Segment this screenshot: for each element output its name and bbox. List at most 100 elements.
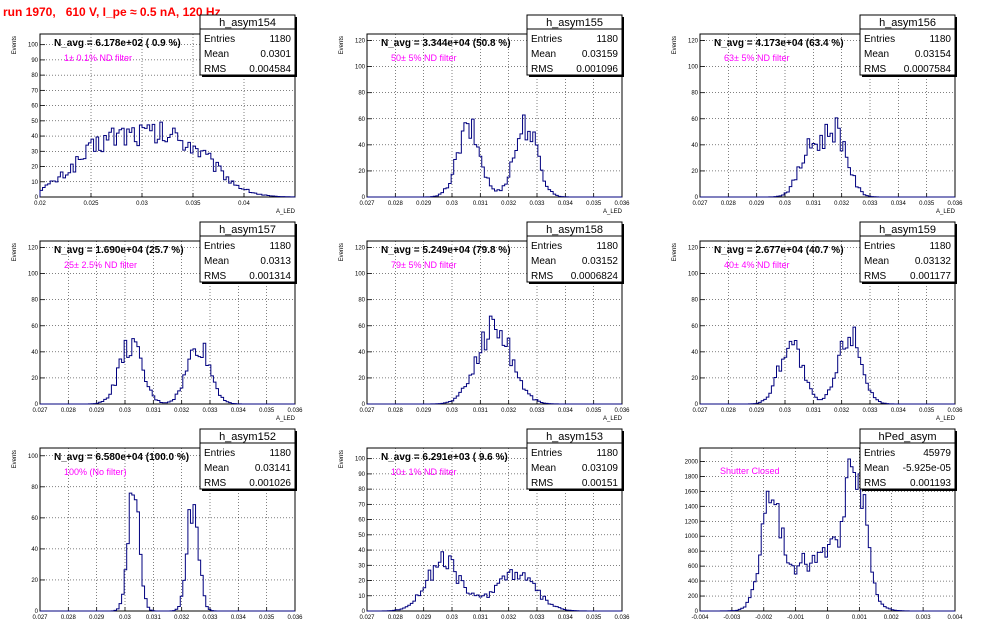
n-avg-label: N_avg = 1.690e+04 (25.7 %) xyxy=(54,245,184,256)
x-tick-label: 0.002 xyxy=(884,615,900,621)
x-tick-label: 0.036 xyxy=(614,408,630,414)
filter-label: 50± 5% ND filter xyxy=(391,53,456,63)
y-tick-label: 0 xyxy=(362,402,366,408)
stat-label: Entries xyxy=(531,241,562,252)
x-tick-label: 0.029 xyxy=(89,408,105,414)
x-tick-label: 0.027 xyxy=(692,408,708,414)
stats-box: h_asym156 Entries 1180 Mean 0.03154 RMS 0.0007… xyxy=(859,14,957,77)
histogram-name: h_asym156 xyxy=(879,17,936,29)
x-axis-label: A_LED xyxy=(936,209,956,215)
stat-label: Mean xyxy=(204,49,229,60)
stat-value: 0.03152 xyxy=(582,256,619,267)
y-axis-label: Events xyxy=(339,450,345,468)
y-tick-label: 120 xyxy=(355,246,366,252)
stat-value: 1180 xyxy=(596,448,618,459)
stat-label: Mean xyxy=(531,463,556,474)
x-tick-label: 0.036 xyxy=(614,201,630,207)
stat-label: RMS xyxy=(864,271,887,282)
x-tick-label: 0.033 xyxy=(529,408,545,414)
x-tick-label: 0.035 xyxy=(586,201,602,207)
histogram-name: h_asym158 xyxy=(546,224,603,236)
x-tick-label: 0.036 xyxy=(287,615,303,621)
y-tick-label: 40 xyxy=(691,143,698,149)
stat-value: 0.001096 xyxy=(576,64,618,75)
stat-value: 0.03159 xyxy=(582,49,619,60)
x-axis-label: A_LED xyxy=(936,416,956,422)
x-tick-label: -0.002 xyxy=(755,615,773,621)
x-tick-label: 0.028 xyxy=(721,201,737,207)
filter-label: 40± 4% ND filter xyxy=(724,260,789,270)
stat-label: RMS xyxy=(864,64,887,75)
histogram-name: h_asym157 xyxy=(219,224,276,236)
y-tick-label: 0 xyxy=(695,195,699,201)
stat-label: Mean xyxy=(864,463,889,474)
stats-box: h_asym155 Entries 1180 Mean 0.03159 RMS 0.0010… xyxy=(526,14,624,77)
x-tick-label: 0.035 xyxy=(586,408,602,414)
stat-value: -5.925e-05 xyxy=(903,463,952,474)
y-tick-label: 120 xyxy=(688,39,699,45)
n-avg-label: N_avg = 5.249e+04 (79.8 %) xyxy=(381,245,511,256)
x-tick-label: 0.031 xyxy=(473,201,489,207)
x-tick-label: 0.003 xyxy=(916,615,932,621)
stat-value: 0.0301 xyxy=(260,49,291,60)
histogram-name: h_asym153 xyxy=(546,431,603,443)
y-tick-label: 400 xyxy=(688,579,699,585)
stat-label: RMS xyxy=(531,271,554,282)
x-tick-label: 0.032 xyxy=(174,408,190,414)
x-tick-label: 0.032 xyxy=(501,408,517,414)
x-tick-label: 0.027 xyxy=(359,408,375,414)
stat-value: 0.03141 xyxy=(255,463,292,474)
x-tick-label: 0.028 xyxy=(61,615,77,621)
x-tick-label: 0.028 xyxy=(721,408,737,414)
y-tick-label: 10 xyxy=(358,594,365,600)
x-tick-label: 0.027 xyxy=(692,201,708,207)
y-tick-label: 80 xyxy=(691,298,698,304)
stat-label: Entries xyxy=(531,34,562,45)
x-tick-label: 0.036 xyxy=(947,408,963,414)
stats-box: hPed_asym Entries 45979 Mean -5.925e-05 RMS 0.… xyxy=(859,428,957,491)
stat-label: Entries xyxy=(864,34,895,45)
x-tick-label: 0.035 xyxy=(259,408,275,414)
panel-h_asym152: 0.027 0.028 0.029 0.03 0.031 0.032 0.033 0.034 0… xyxy=(12,428,303,621)
y-tick-label: 120 xyxy=(355,39,366,45)
filter-label: 63± 5% ND filter xyxy=(724,53,789,63)
stat-label: RMS xyxy=(204,478,227,489)
y-axis-label: Events xyxy=(12,243,18,261)
x-tick-label: 0.025 xyxy=(83,201,99,207)
y-tick-label: 20 xyxy=(691,376,698,382)
panel-h_asym158: 0.027 0.028 0.029 0.03 0.031 0.032 0.033 0.034 0… xyxy=(339,221,630,422)
x-tick-label: -0.004 xyxy=(691,615,709,621)
y-tick-label: 50 xyxy=(31,119,38,125)
x-axis-label: A_LED xyxy=(276,416,296,422)
x-tick-label: 0.03 xyxy=(119,615,131,621)
x-tick-label: 0.034 xyxy=(558,408,574,414)
x-tick-label: 0.034 xyxy=(558,201,574,207)
x-tick-label: 0.029 xyxy=(416,615,432,621)
y-tick-label: 20 xyxy=(358,579,365,585)
stat-label: Mean xyxy=(204,463,229,474)
x-tick-label: 0.031 xyxy=(146,408,162,414)
y-tick-label: 100 xyxy=(688,272,699,278)
stat-label: Entries xyxy=(864,241,895,252)
x-tick-label: 0.034 xyxy=(891,201,907,207)
x-tick-label: 0.031 xyxy=(473,408,489,414)
y-tick-label: 1400 xyxy=(685,504,699,510)
histogram-line xyxy=(39,121,296,198)
x-tick-label: 0.029 xyxy=(749,408,765,414)
x-tick-label: 0.032 xyxy=(501,615,517,621)
histogram-line xyxy=(40,492,295,612)
x-tick-label: 0.031 xyxy=(473,615,489,621)
histogram-line xyxy=(700,117,955,198)
stat-value: 0.0007584 xyxy=(904,64,952,75)
y-tick-label: 1200 xyxy=(685,519,699,525)
x-tick-label: 0.028 xyxy=(388,615,404,621)
filter-label: 25± 2.5% ND filter xyxy=(64,260,137,270)
y-tick-label: 200 xyxy=(688,594,699,600)
y-tick-label: 90 xyxy=(31,58,38,64)
x-tick-label: 0.03 xyxy=(779,408,791,414)
panel-h_asym159: 0.027 0.028 0.029 0.03 0.031 0.032 0.033 0.034 0… xyxy=(672,221,963,422)
stat-label: Entries xyxy=(531,448,562,459)
y-tick-label: 40 xyxy=(31,134,38,140)
y-tick-label: 80 xyxy=(358,487,365,493)
stat-value: 0.03154 xyxy=(915,49,952,60)
